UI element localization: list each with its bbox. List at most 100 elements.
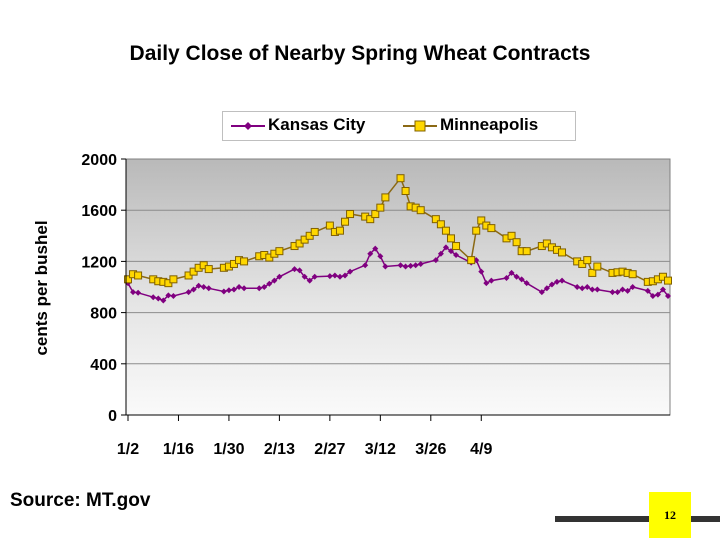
minneapolis-point bbox=[472, 226, 481, 235]
kansas-city-point bbox=[160, 297, 167, 304]
kansas-city-point bbox=[508, 269, 515, 276]
chart-title: Daily Close of Nearby Spring Wheat Contr… bbox=[129, 42, 591, 65]
minneapolis-point bbox=[628, 270, 637, 279]
minneapolis-point bbox=[588, 268, 597, 277]
kansas-city-point bbox=[266, 280, 273, 287]
kansas-city-point bbox=[236, 284, 243, 290]
kansas-city-point bbox=[377, 253, 384, 260]
minneapolis-point bbox=[522, 247, 531, 256]
kansas-city-point bbox=[220, 288, 227, 295]
kansas-city-point bbox=[276, 273, 283, 280]
kansas-city-point bbox=[205, 285, 212, 292]
kansas-city-point bbox=[478, 268, 485, 275]
minneapolis-point bbox=[310, 227, 319, 236]
minneapolis-point bbox=[275, 247, 284, 256]
minneapolis-point bbox=[401, 187, 410, 195]
kansas-city-point bbox=[654, 291, 661, 298]
kansas-city-point bbox=[291, 266, 298, 273]
kansas-city-point bbox=[553, 278, 560, 285]
kansas-city-point bbox=[326, 273, 333, 280]
x-tick-label: 4/9 bbox=[470, 441, 492, 458]
minneapolis-point bbox=[240, 257, 249, 266]
minneapolis-point bbox=[441, 226, 450, 235]
legend-item-minneapolis: Minneapolis bbox=[403, 115, 538, 135]
kansas-city-point bbox=[342, 272, 349, 279]
kansas-city-point bbox=[256, 285, 263, 292]
kansas-city-point bbox=[649, 292, 656, 299]
minneapolis-point bbox=[467, 256, 476, 265]
source-note: Source: MT.gov bbox=[10, 490, 151, 511]
y-tick-label: 0 bbox=[108, 408, 117, 425]
kansas-city-point bbox=[624, 287, 631, 294]
kansas-city-point bbox=[200, 284, 207, 290]
kansas-city-point bbox=[574, 284, 581, 290]
kansas-city-line-marker-icon bbox=[231, 121, 265, 130]
kansas-city-point bbox=[135, 289, 142, 296]
minneapolis-point bbox=[452, 242, 461, 251]
minneapolis-point bbox=[169, 275, 178, 284]
kansas-city-point bbox=[367, 250, 374, 257]
x-tick-label: 3/26 bbox=[415, 441, 446, 458]
minneapolis-point bbox=[446, 234, 455, 243]
y-tick-label: 800 bbox=[90, 306, 117, 323]
kansas-city-point bbox=[306, 277, 313, 284]
minneapolis-point bbox=[396, 174, 405, 183]
kansas-city-point bbox=[584, 284, 591, 290]
minneapolis-point bbox=[346, 210, 355, 219]
kansas-city-point bbox=[311, 273, 318, 280]
kansas-city-point bbox=[296, 267, 303, 274]
minneapolis-point bbox=[376, 203, 385, 212]
kansas-city-point bbox=[538, 289, 545, 296]
minneapolis-point bbox=[558, 248, 567, 257]
kansas-city-point bbox=[488, 277, 495, 284]
minneapolis-point bbox=[477, 216, 486, 225]
minneapolis-point bbox=[325, 221, 334, 230]
kansas-city-point bbox=[614, 289, 621, 296]
minneapolis-point bbox=[416, 206, 425, 215]
kansas-city-point bbox=[402, 263, 409, 270]
kansas-city-point bbox=[609, 289, 616, 296]
legend: Kansas City Minneapolis bbox=[222, 111, 576, 141]
kansas-city-point bbox=[543, 285, 550, 292]
kansas-city-point bbox=[629, 284, 636, 290]
minneapolis-point bbox=[583, 256, 592, 265]
kansas-city-point bbox=[579, 285, 586, 292]
kansas-city-point bbox=[130, 289, 137, 296]
kansas-city-point bbox=[397, 262, 404, 269]
kansas-city-point bbox=[155, 295, 162, 302]
minneapolis-point bbox=[371, 210, 380, 219]
kansas-city-point bbox=[336, 273, 343, 280]
y-tick-label: 2000 bbox=[81, 152, 117, 169]
minneapolis-point bbox=[436, 220, 445, 229]
x-tick-label: 3/12 bbox=[365, 441, 396, 458]
y-tick-label: 1200 bbox=[81, 254, 117, 271]
kansas-city-point bbox=[644, 287, 651, 294]
kansas-city-point bbox=[347, 268, 354, 275]
kansas-city-point bbox=[589, 286, 596, 293]
kansas-city-point bbox=[432, 257, 439, 264]
minneapolis-point bbox=[381, 193, 390, 202]
kansas-city-point bbox=[659, 286, 666, 293]
kansas-city-point bbox=[548, 281, 555, 288]
kansas-city-point bbox=[225, 287, 232, 294]
kansas-city-point bbox=[453, 252, 460, 258]
minneapolis-point bbox=[366, 215, 375, 224]
kansas-city-point bbox=[407, 262, 414, 269]
kansas-city-point bbox=[271, 277, 278, 284]
kansas-city-point bbox=[518, 276, 525, 283]
kansas-city-point bbox=[230, 286, 237, 293]
kansas-city-point bbox=[190, 286, 197, 293]
kansas-city-point bbox=[331, 272, 338, 279]
y-tick-label: 400 bbox=[90, 357, 117, 374]
y-tick-label: 1600 bbox=[81, 203, 117, 220]
minneapolis-line-marker-icon bbox=[403, 120, 437, 132]
kansas-city-point bbox=[619, 286, 626, 293]
kansas-city-point bbox=[362, 262, 369, 269]
x-tick-label: 1/16 bbox=[163, 441, 194, 458]
kansas-city-point bbox=[437, 250, 444, 257]
minneapolis-point bbox=[507, 231, 516, 240]
minneapolis-point bbox=[335, 226, 344, 235]
legend-item-kansas-city: Kansas City bbox=[231, 115, 365, 135]
kansas-city-point bbox=[594, 286, 601, 293]
